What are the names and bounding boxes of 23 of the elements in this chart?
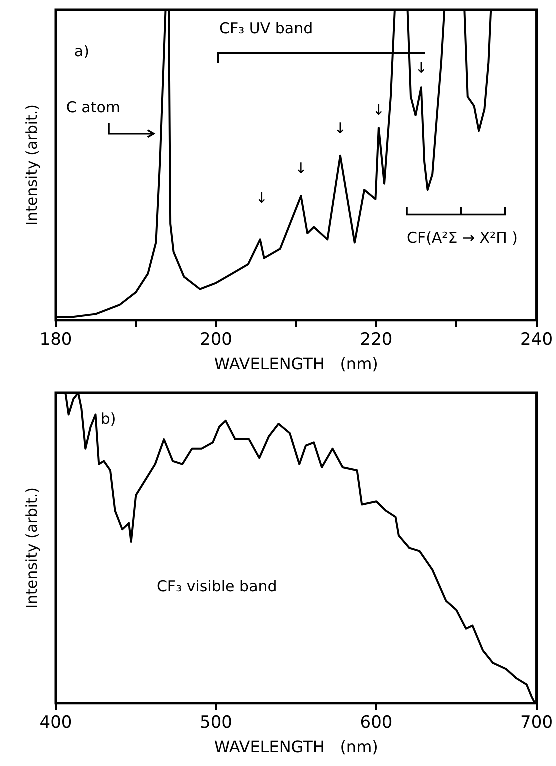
x-tick-label: 500 xyxy=(200,713,232,734)
annotation: ↓ xyxy=(372,100,386,119)
x-tick-label: 600 xyxy=(360,713,393,734)
x-tick-label: 180 xyxy=(40,330,72,350)
annotation: ↓ xyxy=(415,58,428,77)
annotation: ↓ xyxy=(334,119,347,138)
annotation: b) xyxy=(100,410,116,428)
annotation: ↓ xyxy=(256,189,268,208)
x-axis-title: WAVELENGTH (nm) xyxy=(214,738,378,757)
y-axis-title: Intensity (arbit.) xyxy=(22,104,41,226)
x-tick-label: 400 xyxy=(40,713,72,734)
x-tick-label: 240 xyxy=(520,330,554,350)
x-tick-label: 700 xyxy=(520,713,554,734)
x-axis-title: WAVELENGTH (nm) xyxy=(214,354,378,374)
x-tick-label: 220 xyxy=(360,330,393,350)
annotation: CF₃ UV band xyxy=(219,19,314,38)
annotation: C atom xyxy=(66,98,121,116)
y-axis-title: Intensity (arbit.) xyxy=(22,487,41,609)
annotation: CF(A²Σ → X²Π ) xyxy=(406,228,518,247)
annotation: ↓ xyxy=(294,160,308,178)
x-tick-label: 200 xyxy=(200,330,232,350)
annotation: CF₃ visible band xyxy=(156,578,278,596)
annotation: a) xyxy=(74,42,90,61)
